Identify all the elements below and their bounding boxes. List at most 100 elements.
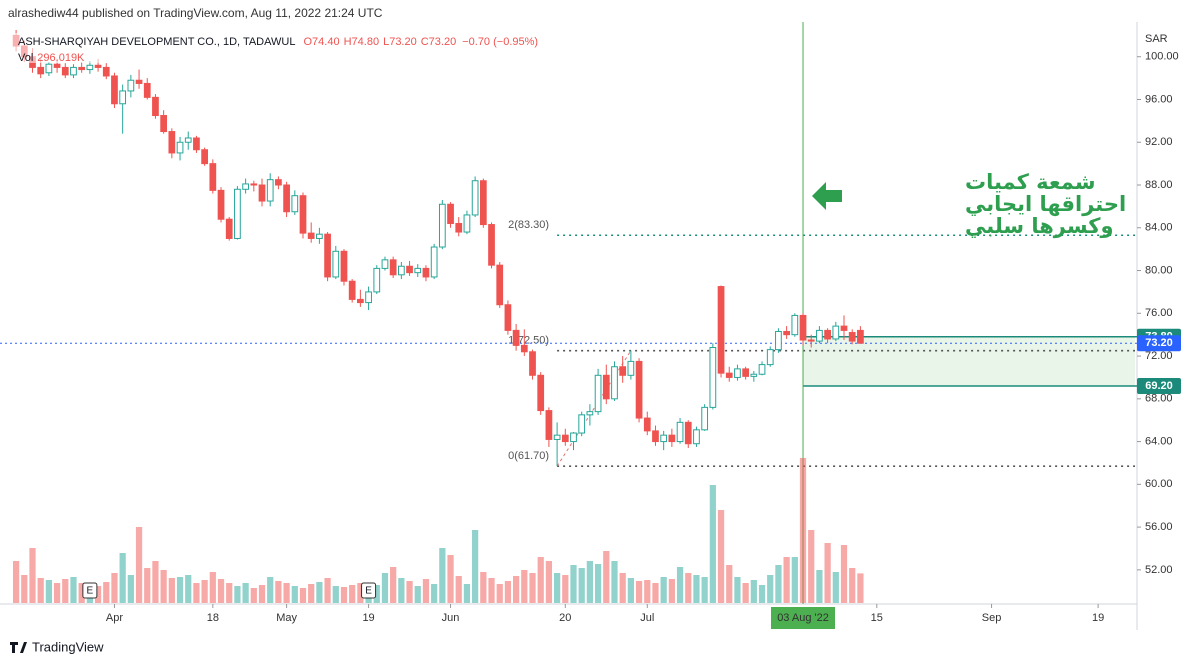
y-tick-label: 60.00 bbox=[1145, 478, 1173, 490]
x-tick-label: 19 bbox=[1092, 612, 1104, 624]
x-tick-label: May bbox=[276, 612, 297, 624]
volume-bar bbox=[726, 565, 733, 603]
fib-label: 2(83.30) bbox=[508, 219, 549, 231]
candle-body bbox=[447, 203, 454, 224]
currency: SAR bbox=[1145, 33, 1168, 45]
candle-body bbox=[348, 280, 356, 300]
candle-body bbox=[619, 366, 627, 376]
candle-body bbox=[53, 63, 61, 68]
candle-body bbox=[701, 406, 709, 431]
volume-bar bbox=[160, 570, 167, 603]
volume-bar bbox=[480, 572, 487, 603]
candle-body bbox=[725, 372, 733, 378]
candle-body bbox=[225, 218, 233, 239]
candle-body bbox=[807, 339, 815, 342]
candle-body bbox=[652, 430, 659, 443]
zone-bottom-tag-box bbox=[1137, 377, 1181, 394]
volume-bar bbox=[570, 565, 577, 603]
y-tick-label: 84.00 bbox=[1145, 222, 1173, 234]
candle-body bbox=[430, 246, 438, 278]
volume-bar bbox=[783, 557, 790, 603]
candle-body bbox=[291, 195, 299, 213]
candle-body bbox=[217, 189, 225, 220]
y-tick-label: 72.00 bbox=[1145, 350, 1173, 362]
candle-body bbox=[299, 195, 307, 234]
volume-bar bbox=[652, 583, 659, 603]
volume-bar bbox=[857, 573, 864, 603]
volume-bar bbox=[103, 582, 110, 603]
volume-bar bbox=[316, 582, 323, 603]
y-tick-label: 68.00 bbox=[1145, 393, 1173, 405]
volume-bar bbox=[373, 585, 380, 603]
volume-bar bbox=[463, 584, 471, 603]
y-tick-label: 92.00 bbox=[1145, 136, 1173, 148]
volume-bar bbox=[267, 577, 274, 603]
x-tick-label: Jun bbox=[442, 612, 460, 624]
volume-bar bbox=[308, 584, 315, 603]
volume-bar bbox=[94, 586, 102, 603]
footer-logo: TradingView bbox=[10, 639, 104, 654]
volume-bar bbox=[594, 564, 602, 603]
volume-bar bbox=[619, 573, 626, 603]
candle-body bbox=[611, 366, 618, 400]
volume-bar bbox=[504, 581, 512, 603]
y-tick-label: 88.00 bbox=[1145, 179, 1173, 191]
candle-body bbox=[504, 304, 512, 331]
volume-bar bbox=[562, 575, 569, 603]
volume-bar bbox=[381, 573, 389, 603]
volume-bar bbox=[455, 576, 462, 603]
candle-body bbox=[824, 329, 831, 340]
candle-body bbox=[586, 411, 594, 416]
y-tick-label: 56.00 bbox=[1145, 521, 1173, 533]
candle-body bbox=[102, 66, 110, 77]
candle-body bbox=[316, 233, 323, 239]
y-tick-label: 96.00 bbox=[1145, 93, 1173, 105]
logo-mark bbox=[10, 642, 27, 653]
volume-bar bbox=[111, 573, 118, 603]
candle-body bbox=[340, 250, 348, 282]
candle-body bbox=[86, 64, 94, 71]
x-tick-label: Jul bbox=[640, 612, 654, 624]
candle-body bbox=[520, 344, 528, 353]
fib-label: 0(61.70) bbox=[508, 450, 549, 462]
earnings-marker bbox=[361, 582, 377, 599]
volume-bar bbox=[488, 578, 495, 603]
annotation-line: وكسرها سلبي bbox=[965, 214, 1114, 238]
volume-bar bbox=[144, 568, 151, 603]
volume-bar bbox=[799, 458, 807, 603]
candle-body bbox=[488, 224, 495, 266]
volume-bar bbox=[808, 530, 815, 603]
candle-body bbox=[406, 265, 413, 274]
candle-body bbox=[209, 163, 217, 191]
x-tick-label: Sep bbox=[982, 612, 1002, 624]
volume-bar bbox=[603, 551, 610, 603]
candle-body bbox=[709, 347, 717, 408]
candle-body bbox=[840, 325, 848, 331]
candle-body bbox=[193, 137, 200, 151]
change: −0.70 (−0.95%) bbox=[462, 36, 538, 48]
candle-body bbox=[168, 131, 176, 154]
volume-bar bbox=[824, 543, 831, 603]
candle-body bbox=[324, 233, 331, 278]
close: C73.20 bbox=[421, 36, 456, 48]
volume-bar bbox=[513, 576, 520, 603]
volume-bar bbox=[193, 583, 200, 603]
candle-body bbox=[143, 82, 151, 98]
x-tick-label: 19 bbox=[362, 612, 374, 624]
volume-bar bbox=[668, 579, 675, 603]
volume-bar bbox=[840, 545, 848, 603]
volume-bar bbox=[291, 586, 298, 603]
volume-bar bbox=[135, 527, 143, 603]
highlight-date: 03 Aug '22 bbox=[777, 612, 829, 624]
candle-body bbox=[832, 325, 840, 340]
candle-body bbox=[111, 75, 118, 105]
candle-body bbox=[78, 66, 86, 71]
volume-bar bbox=[201, 580, 208, 603]
candle-body bbox=[717, 286, 725, 374]
candle-body bbox=[258, 184, 266, 202]
volume-bar bbox=[127, 575, 134, 603]
symbol: ASH-SHARQIYAH DEVELOPMENT CO., 1D, TADAW… bbox=[18, 36, 296, 48]
candle-body bbox=[184, 137, 192, 143]
volume-bar bbox=[627, 578, 634, 603]
candle-body bbox=[234, 188, 241, 239]
